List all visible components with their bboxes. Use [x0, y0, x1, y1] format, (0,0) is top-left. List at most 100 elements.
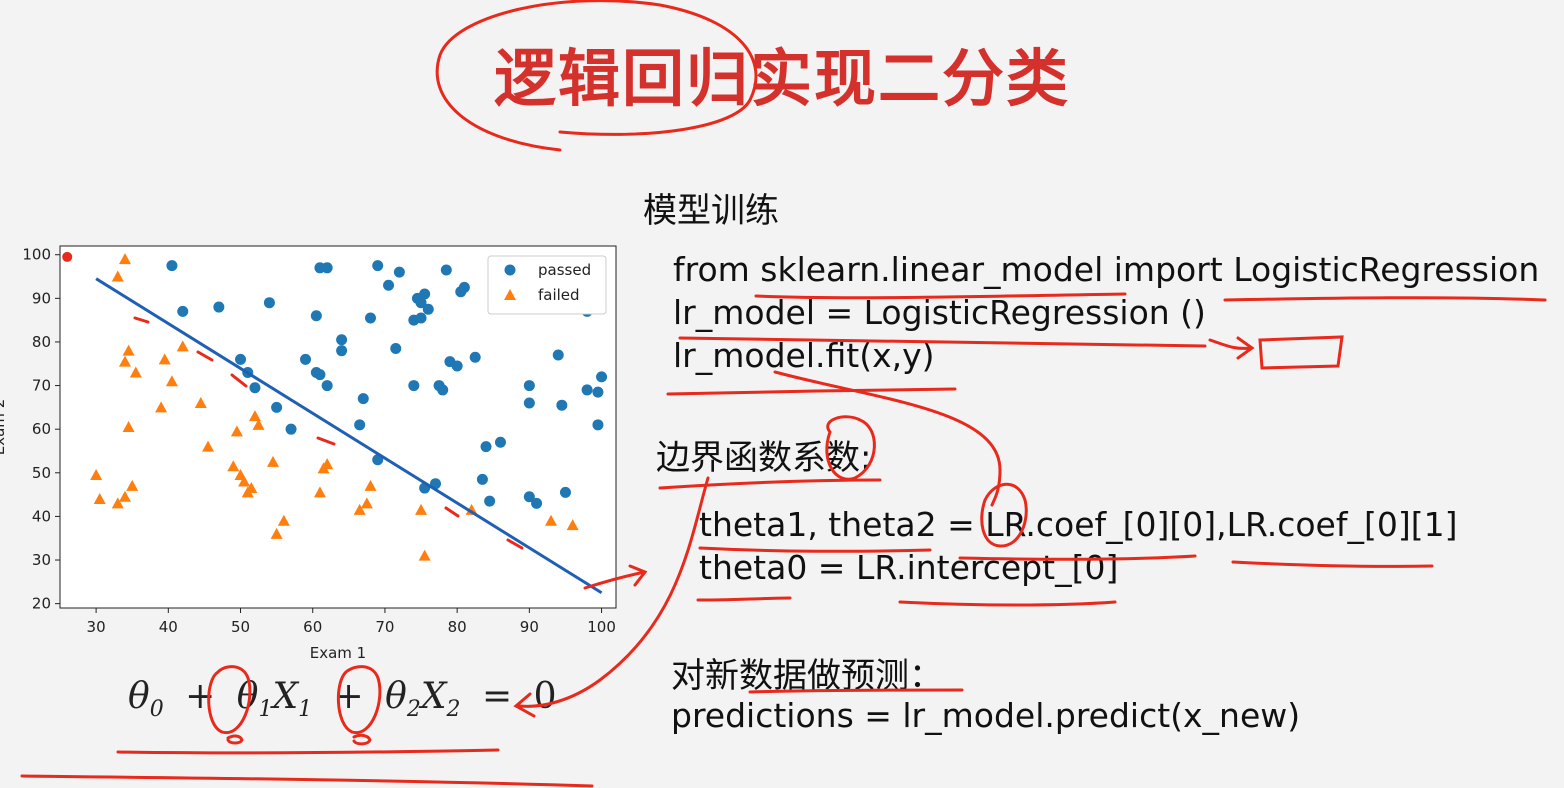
y-tick-label: 80 [32, 333, 51, 351]
failed-point [111, 497, 124, 509]
annotation-dot [62, 251, 73, 262]
passed-point [390, 342, 402, 354]
passed-point [383, 279, 395, 291]
theta0-subscript: 0 [149, 697, 164, 723]
underline-intercept [898, 600, 1117, 607]
failed-point [118, 253, 131, 265]
x-tick-label: 50 [231, 618, 250, 636]
x-tick-label: 100 [587, 618, 616, 636]
code-line-model: lr_model = LogisticRegression () [673, 293, 1206, 332]
passed-point [415, 312, 427, 324]
x-tick-label: 70 [375, 618, 394, 636]
passed-point [422, 303, 434, 315]
passed-point [336, 345, 348, 357]
passed-point [364, 312, 376, 324]
theta2-mark [352, 733, 372, 746]
passed-point [321, 262, 333, 274]
passed-point [596, 371, 608, 383]
formula-rhs: 0 [533, 676, 557, 717]
passed-point [314, 369, 326, 381]
passed-point [484, 495, 496, 507]
underline-fit [666, 387, 957, 396]
theta1-mark [226, 734, 244, 745]
code-line-import: from sklearn.linear_model import Logisti… [673, 250, 1540, 289]
x1-symbol: X [272, 676, 299, 717]
page-bottom-line [20, 774, 594, 788]
training-code-block: from sklearn.linear_model import Logisti… [673, 248, 1539, 377]
y-tick-label: 100 [22, 246, 51, 264]
x2-subscript: 2 [446, 697, 461, 723]
boundary-formula: θ0 + θ1X1 + θ2X2 = 0 [128, 676, 556, 722]
passed-point [419, 288, 431, 300]
plus-sign: + [185, 676, 216, 717]
passed-point [455, 286, 467, 298]
passed-point [300, 353, 312, 365]
y-tick-label: 50 [32, 464, 51, 482]
scatter-chart: 30 40 50 60 70 80 90 100 20 30 40 50 60 70 80 90 100 Exam… [0, 245, 617, 662]
x-tick-label: 40 [159, 618, 178, 636]
passed-point [556, 399, 568, 411]
passed-point [581, 384, 593, 396]
passed-point [235, 353, 247, 365]
passed-point [559, 486, 571, 498]
training-heading: 模型训练 [643, 191, 779, 231]
predict-heading: 对新数据做预测： [671, 656, 943, 696]
failed-point [111, 270, 124, 282]
y-axis-label: Exam 2 [0, 399, 8, 455]
passed-point [415, 297, 427, 309]
passed-point [263, 297, 275, 309]
legend-failed-marker [504, 289, 516, 300]
passed-point [451, 360, 463, 372]
passed-point [249, 382, 261, 394]
theta0-symbol: θ [128, 676, 150, 717]
x-tick-label: 90 [520, 618, 539, 636]
legend-label-failed: failed [538, 286, 580, 304]
plus-sign-2: + [333, 676, 364, 717]
passed-point [440, 264, 452, 276]
y-tick-label: 30 [32, 551, 51, 569]
theta1-subscript: 1 [258, 697, 273, 723]
x-tick-label: 60 [303, 618, 322, 636]
code-line-fit: lr_model.fit(x,y) [673, 336, 935, 375]
passed-point [177, 305, 189, 317]
passed-point [592, 419, 604, 431]
passed-point [271, 401, 283, 413]
boundary-heading: 边界函数系数: [656, 438, 872, 478]
passed-point [531, 497, 543, 509]
passed-point [469, 351, 481, 363]
equals-sign: = [481, 676, 513, 717]
passed-point [523, 397, 535, 409]
page-title: 逻辑回归实现二分类 [493, 42, 1070, 115]
y-tick-label: 90 [32, 289, 51, 307]
theta2-subscript: 2 [406, 697, 421, 723]
legend-box [487, 255, 607, 315]
passed-point [310, 310, 322, 322]
x1-subscript: 1 [298, 697, 313, 723]
x-tick-label: 80 [448, 618, 467, 636]
underline-theta0 [696, 596, 792, 602]
failed-point [93, 492, 106, 504]
failed-point [90, 468, 103, 480]
passed-point [494, 436, 506, 448]
y-tick-label: 70 [32, 377, 51, 395]
failed-point [118, 490, 131, 502]
failed-point [122, 344, 135, 356]
y-tick-label: 60 [32, 420, 51, 438]
passed-point [357, 393, 369, 405]
code-line-theta0: theta0 = LR.intercept_[0] [699, 548, 1119, 587]
theta2-symbol: θ [385, 676, 407, 717]
predict-code-line: predictions = lr_model.predict(x_new) [671, 696, 1301, 735]
code-line-theta12: theta1, theta2 = LR.coef_[0][0],LR.coef_… [699, 505, 1458, 544]
boundary-code-block: theta1, theta2 = LR.coef_[0][0],LR.coef_… [699, 503, 1457, 589]
theta1-symbol: θ [236, 676, 259, 717]
passed-point [592, 386, 604, 398]
passed-point [285, 423, 297, 435]
passed-point [336, 334, 348, 346]
passed-point [393, 266, 405, 278]
legend-passed-marker [504, 264, 516, 276]
passed-point [321, 380, 333, 392]
passed-point [166, 260, 178, 272]
passed-point [552, 349, 564, 361]
x2-symbol: X [420, 676, 447, 717]
passed-point [408, 380, 420, 392]
